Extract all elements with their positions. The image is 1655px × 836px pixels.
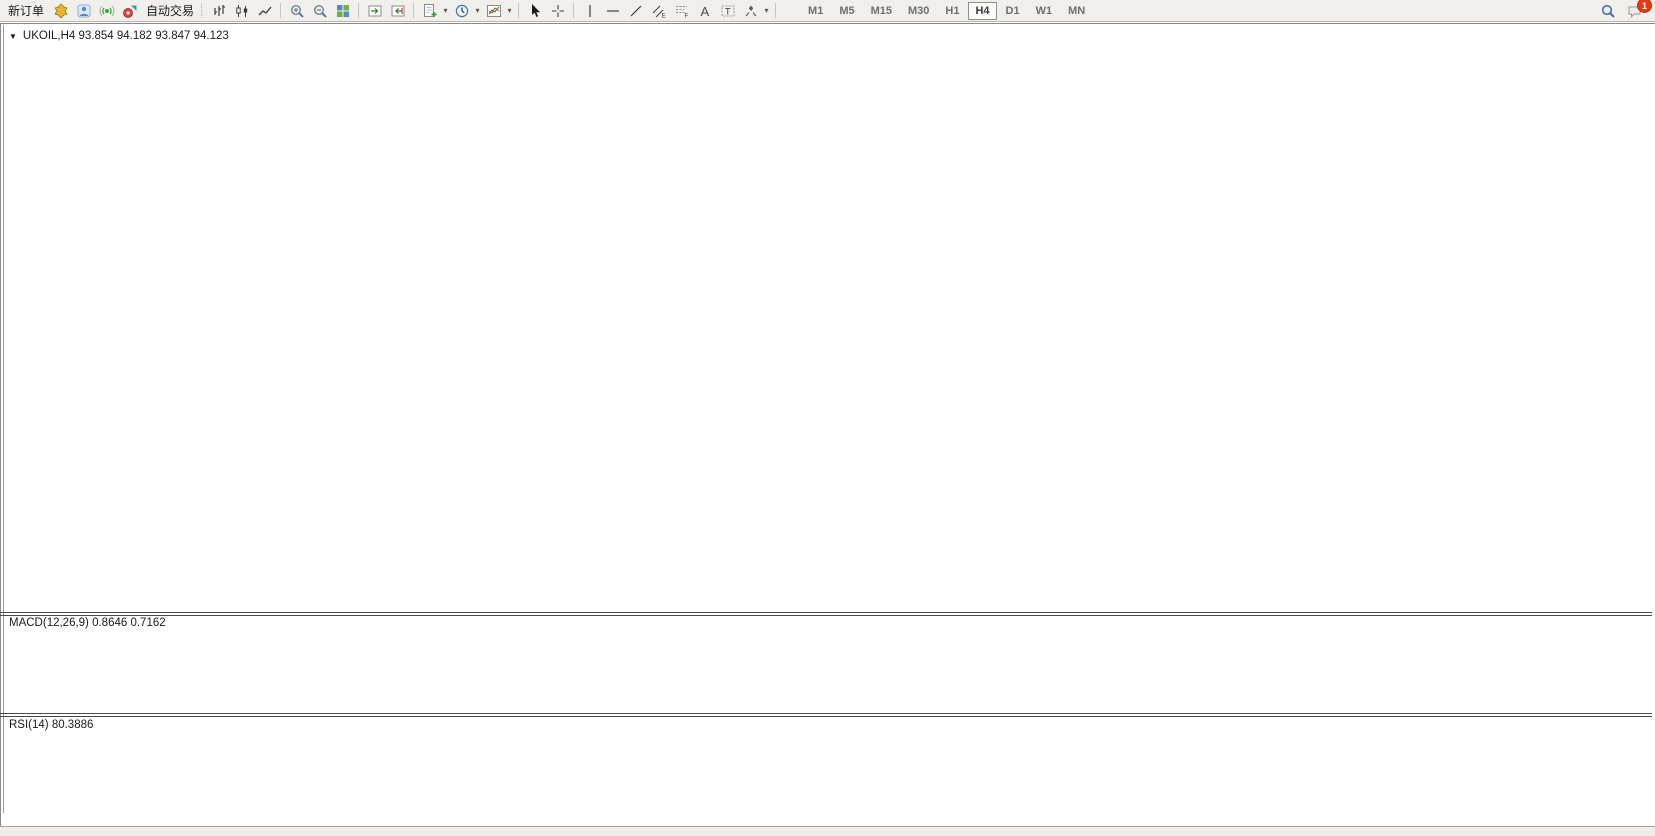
macd-indicator-label: MACD(12,26,9) 0.8646 0.7162 — [9, 617, 166, 629]
horizontal-line-icon[interactable] — [601, 1, 624, 20]
chart-shift-icon[interactable] — [363, 1, 386, 20]
timeframe-H4[interactable]: H4 — [968, 1, 997, 20]
timeframe-W1[interactable]: W1 — [1035, 4, 1053, 17]
toolbar-separator — [358, 3, 360, 18]
timeframe-M1[interactable]: M1 — [808, 4, 824, 17]
tile-windows-icon[interactable] — [331, 1, 354, 20]
profile-icon[interactable] — [72, 1, 95, 20]
new-chart-icon[interactable] — [418, 1, 441, 20]
rsi-indicator-label: RSI(14) 80.3886 — [9, 719, 94, 731]
bar-chart-icon[interactable] — [207, 1, 230, 20]
toolbar: 新订单 自动交易 ▾ — [0, 0, 1655, 22]
candlestick-chart-icon[interactable] — [230, 1, 253, 20]
search-icon[interactable] — [1596, 1, 1619, 20]
svg-text:F: F — [684, 13, 688, 19]
dropdown-caret-icon[interactable]: ▾ — [475, 6, 480, 15]
chart-autoscroll-icon[interactable] — [386, 1, 409, 20]
shapes-icon[interactable] — [739, 1, 762, 20]
dropdown-caret-icon[interactable]: ▾ — [443, 6, 448, 15]
new-order-button[interactable]: 新订单 — [8, 4, 45, 18]
toolbar-separator — [518, 3, 520, 18]
svg-text:A: A — [700, 4, 709, 19]
dropdown-caret-icon[interactable]: ▾ — [764, 6, 769, 15]
line-chart-icon[interactable] — [253, 1, 276, 20]
svg-text:T: T — [725, 6, 731, 16]
notifications-icon[interactable]: 1 — [1623, 0, 1652, 20]
signal-icon[interactable] — [95, 1, 118, 20]
timeframe-M5[interactable]: M5 — [839, 4, 855, 17]
text-label-icon[interactable]: T — [716, 1, 739, 20]
indicators-icon[interactable] — [482, 1, 505, 20]
toolbar-separator — [775, 3, 777, 18]
autotrade-button[interactable]: 自动交易 — [146, 4, 195, 18]
period-icon[interactable] — [450, 1, 473, 20]
toolbar-grip — [201, 3, 205, 18]
toolbar-separator — [573, 3, 575, 18]
text-icon[interactable]: A — [693, 1, 716, 20]
zoom-out-icon[interactable] — [308, 1, 331, 20]
trendline-icon[interactable] — [624, 1, 647, 20]
timeframe-M30[interactable]: M30 — [908, 4, 930, 17]
toolbar-separator — [280, 3, 282, 18]
fibonacci-icon[interactable]: F — [670, 1, 693, 20]
toolbar-separator — [413, 3, 415, 18]
autotrade-icon[interactable] — [118, 1, 141, 20]
chart-title-dropdown-icon[interactable]: ▼ — [9, 31, 17, 41]
seal-icon[interactable] — [49, 1, 72, 20]
timeframe-D1[interactable]: D1 — [1005, 4, 1020, 17]
svg-text:E: E — [661, 13, 665, 19]
notification-badge[interactable]: 1 — [1637, 0, 1652, 13]
timeframe-H1[interactable]: H1 — [945, 4, 960, 17]
chart-title-row: ▼ UKOIL,H4 93.854 94.182 93.847 94.123 — [9, 30, 229, 42]
chart-title: UKOIL,H4 93.854 94.182 93.847 94.123 — [22, 30, 229, 42]
vertical-line-icon[interactable] — [578, 1, 601, 20]
equidistant-channel-icon[interactable]: E — [647, 1, 670, 20]
timeframe-MN[interactable]: MN — [1068, 4, 1086, 17]
timeframe-M15[interactable]: M15 — [870, 4, 892, 17]
timeframe-group: M1 M5 M15 M30 H1 H4 D1 W1 MN — [800, 1, 1093, 20]
zoom-in-icon[interactable] — [285, 1, 308, 20]
cursor-icon[interactable] — [523, 1, 546, 20]
window-bottom-strip — [0, 827, 1655, 836]
dropdown-caret-icon[interactable]: ▾ — [507, 6, 512, 15]
crosshair-icon[interactable] — [546, 1, 569, 20]
chart-background — [0, 22, 1655, 827]
